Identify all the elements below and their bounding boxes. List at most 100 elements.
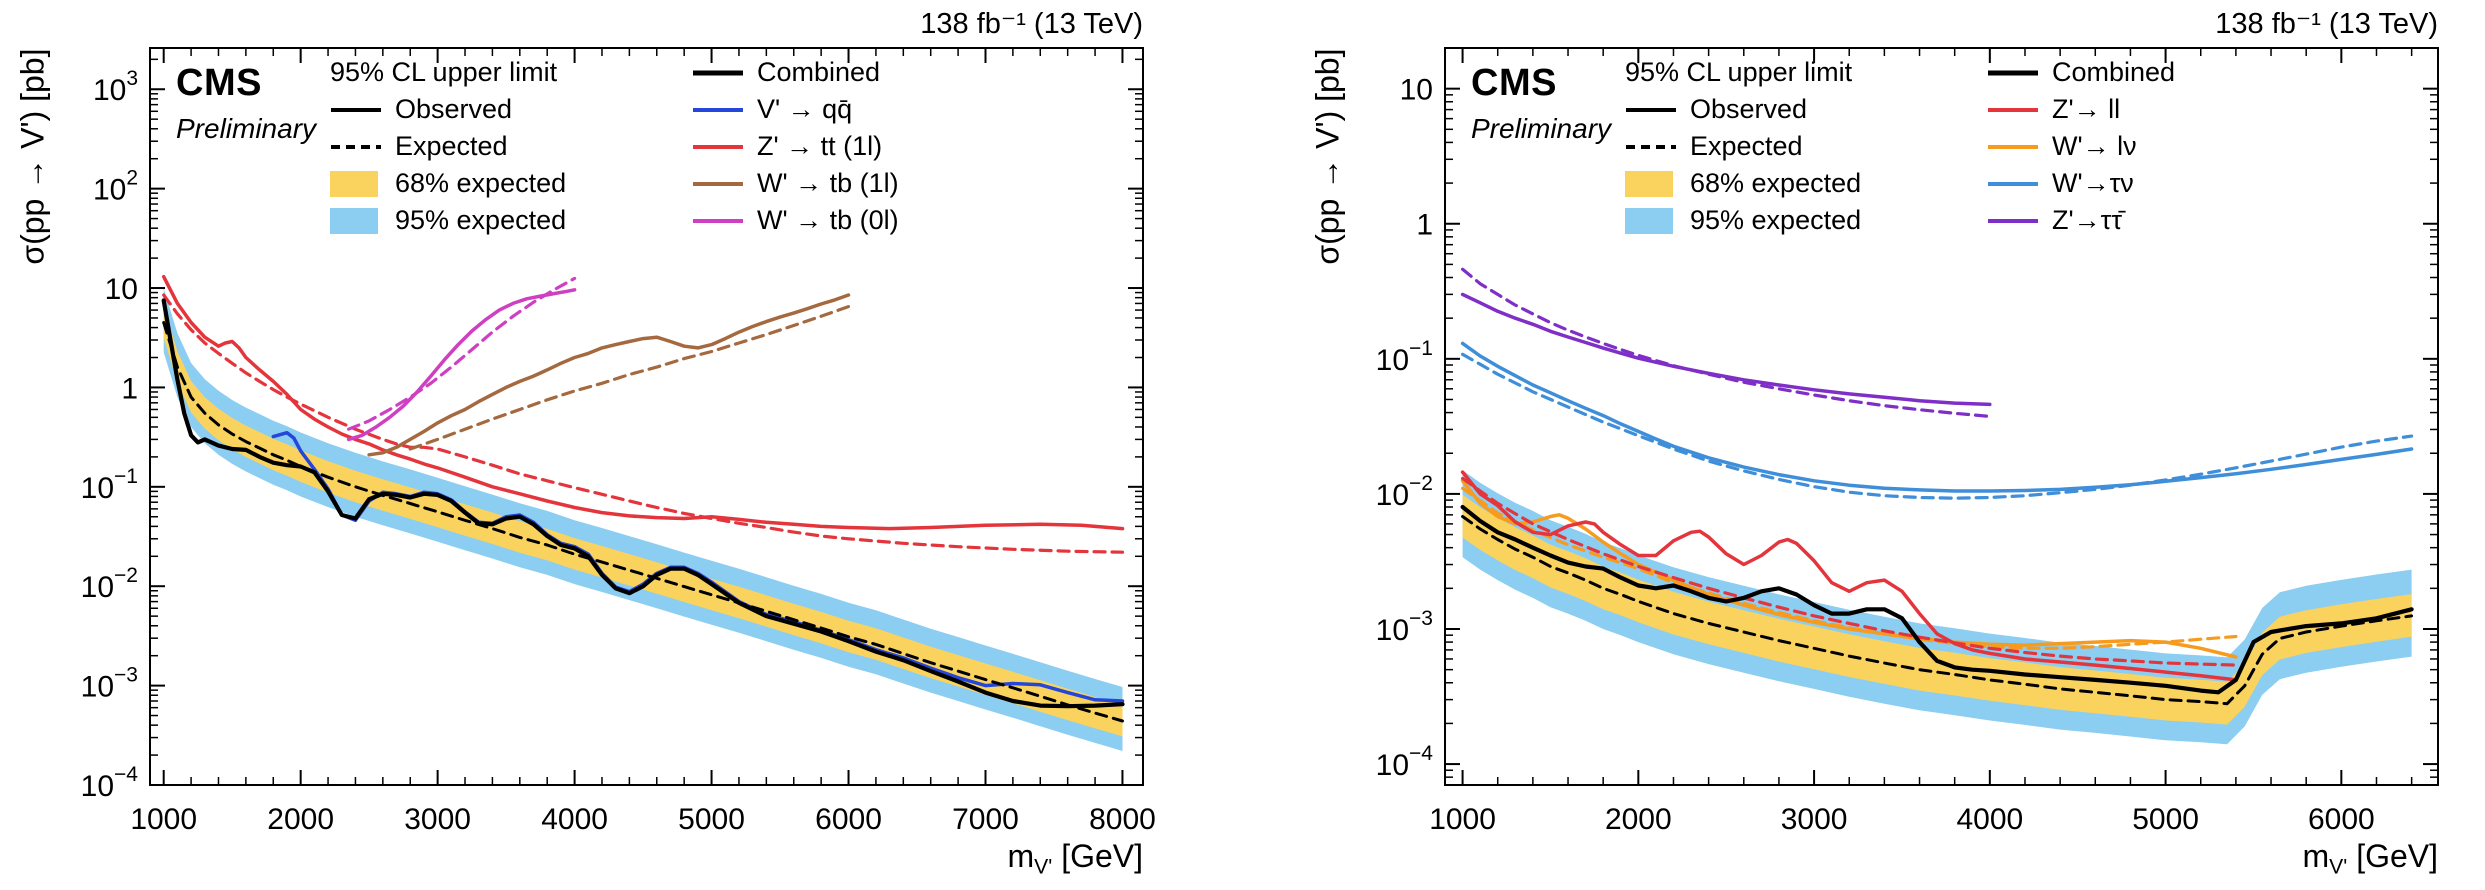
legend-color-swatch xyxy=(1625,207,1677,235)
series-z-tt-1l-expected xyxy=(162,293,1125,554)
y-tick-label: 10−3 xyxy=(81,664,138,704)
x-axis-title-unit: [GeV] xyxy=(1052,838,1143,874)
series-combined xyxy=(161,298,1125,709)
x-tick-label: 6000 xyxy=(2308,803,2375,836)
legend-entry-95-cl-upper-limit: 95% CL upper limit xyxy=(330,54,692,91)
legend-line-sample xyxy=(330,96,382,124)
x-tick-label: 4000 xyxy=(1956,803,2023,836)
x-tick-label: 1000 xyxy=(130,803,197,836)
legend-header: 95% CL upper limit xyxy=(330,57,558,87)
series-w-tb-0l-observed xyxy=(346,288,577,442)
y-tick-label: 10−1 xyxy=(1376,337,1433,377)
x-axis-title: mV' [GeV] xyxy=(1008,838,1143,879)
legend-entry-v-qq: V' → qq̄ xyxy=(692,91,1092,128)
cms-label: CMS xyxy=(176,62,262,104)
legend-entry-w-l: W'→ lν xyxy=(1987,128,2387,165)
legend-entry-expected: Expected xyxy=(1625,128,1987,165)
legend-entry-z-ll: Z'→ ll xyxy=(1987,91,2387,128)
legend-label: W'→ lν xyxy=(2052,131,2137,161)
legend-label: 68% expected xyxy=(1690,168,1862,198)
legend-label: W' → tb (0l) xyxy=(757,205,899,235)
legend-label: Z' → tt (1l) xyxy=(757,131,883,161)
y-tick-label: 10 xyxy=(105,273,138,306)
legend-label: Z'→ττ̄ xyxy=(2052,205,2122,235)
x-tick-label: 4000 xyxy=(541,803,608,836)
luminosity-label: 138 fb⁻¹ (13 TeV) xyxy=(2215,8,2438,40)
y-tick-label: 10−2 xyxy=(1376,472,1433,512)
legend-entry-68-expected: 68% expected xyxy=(330,165,692,202)
series-w-l-observed xyxy=(1460,479,2238,659)
legend-entry-95-cl-upper-limit: 95% CL upper limit xyxy=(1625,54,1987,91)
x-axis-title-unit: [GeV] xyxy=(2347,838,2438,874)
legend-entry-z-tt-1l: Z' → tt (1l) xyxy=(692,128,1092,165)
y-tick-label: 10−3 xyxy=(1376,607,1433,647)
legend-color-swatch xyxy=(1625,170,1677,198)
legend-color-swatch xyxy=(330,207,382,235)
experiment-watermark: CMS Preliminary xyxy=(176,62,316,145)
x-axis-title-sub: V' xyxy=(1034,855,1053,879)
legend-line-sample xyxy=(692,207,744,235)
legend-label: Expected xyxy=(395,131,508,161)
axes xyxy=(149,47,1144,786)
series-w-tb-0l-expected xyxy=(347,276,577,431)
experiment-watermark: CMS Preliminary xyxy=(1471,62,1611,145)
series-z-ll-observed xyxy=(1460,470,2238,682)
legend-label: W'→τν xyxy=(2052,168,2134,198)
x-tick-label: 3000 xyxy=(1781,803,1848,836)
legend-line-sample xyxy=(692,170,744,198)
legend-label: Combined xyxy=(2052,57,2176,87)
series-expected xyxy=(162,321,1124,723)
legend-label: 95% expected xyxy=(1690,205,1862,235)
legend-color-swatch xyxy=(330,170,382,198)
x-tick-label: 5000 xyxy=(2132,803,2199,836)
luminosity-label: 138 fb⁻¹ (13 TeV) xyxy=(920,8,1143,40)
series-w-tb-1l-observed xyxy=(367,293,851,457)
legend-entry-95-expected: 95% expected xyxy=(330,202,692,239)
series-w-tb-1l-expected xyxy=(408,305,851,451)
legend-label: 95% expected xyxy=(395,205,567,235)
y-tick-label: 1 xyxy=(1416,209,1433,242)
cms-label: CMS xyxy=(1471,62,1557,104)
legend-entry-observed: Observed xyxy=(330,91,692,128)
series-expected xyxy=(1461,515,2414,706)
y-tick-label: 103 xyxy=(93,67,138,107)
legend-line-sample xyxy=(330,133,382,161)
legend-entry-68-expected: 68% expected xyxy=(1625,165,1987,202)
legend-line-sample xyxy=(1987,170,2039,198)
plot-area xyxy=(161,274,1125,751)
legend-line-sample xyxy=(692,96,744,124)
legend-label: W' → tb (1l) xyxy=(757,168,899,198)
y-axis-title: σ(pp → V') [pb] xyxy=(1309,48,1346,265)
x-tick-label: 6000 xyxy=(815,803,882,836)
y-tick-label: 10−1 xyxy=(81,465,138,505)
legend-entry-95-expected: 95% expected xyxy=(1625,202,1987,239)
left-plot-panel: 1000 2000 3000 4000 5000 6000 7000 8000 10−4 10−3… xyxy=(0,0,1165,890)
series-z-expected xyxy=(1461,267,1992,418)
legend-line-sample xyxy=(692,59,744,87)
y-tick-label: 10−2 xyxy=(81,564,138,604)
y-tick-label: 102 xyxy=(93,167,138,207)
legend-label: Expected xyxy=(1690,131,1803,161)
left-plot-legend: 95% CL upper limit Combined Observed V' → q… xyxy=(330,54,1092,239)
legend-label: Observed xyxy=(395,94,513,124)
preliminary-label: Preliminary xyxy=(176,113,317,144)
plot-area xyxy=(1460,267,2414,745)
legend-line-sample xyxy=(1987,133,2039,161)
legend-entry-w: W'→τν xyxy=(1987,165,2387,202)
x-tick-label: 1000 xyxy=(1429,803,1496,836)
x-tick-label: 5000 xyxy=(678,803,745,836)
x-tick-label: 3000 xyxy=(404,803,471,836)
series-z-tt-1l-observed xyxy=(161,274,1125,531)
legend-line-sample xyxy=(1987,207,2039,235)
right-plot-legend: 95% CL upper limit Combined Observed Z'→ ll… xyxy=(1625,54,2387,239)
right-plot: 1000 2000 3000 4000 5000 6000 10−4 10−3 10−2 10−1… xyxy=(1376,47,2439,836)
legend-label: V' → qq̄ xyxy=(757,94,853,124)
legend-line-sample xyxy=(1625,133,1677,161)
left-plot: 1000 2000 3000 4000 5000 6000 7000 8000 10−4 10−3… xyxy=(81,47,1156,836)
y-tick-label: 10−4 xyxy=(1376,742,1434,782)
band-68-expected xyxy=(1462,494,2412,725)
y-axis-title: σ(pp → V') [pb] xyxy=(14,48,51,265)
legend-label: Observed xyxy=(1690,94,1808,124)
x-tick-label: 2000 xyxy=(267,803,334,836)
x-tick-label: 8000 xyxy=(1089,803,1156,836)
